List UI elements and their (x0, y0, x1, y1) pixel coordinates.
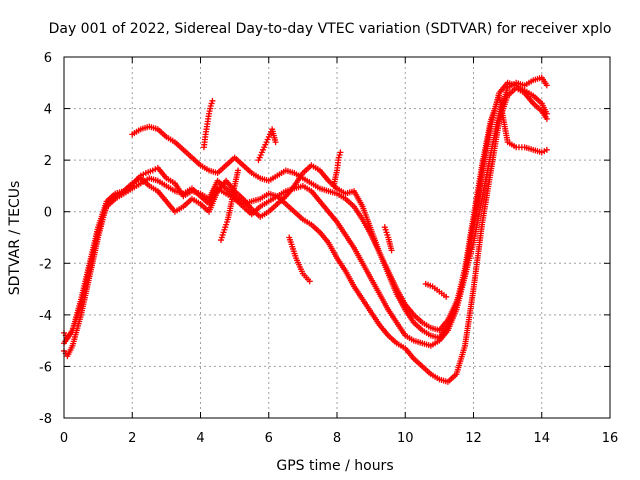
data-point (235, 167, 242, 174)
series-5 (217, 167, 242, 244)
x-tick-label: 6 (265, 431, 273, 446)
data-point (443, 293, 450, 300)
grid (64, 57, 610, 418)
series-8 (330, 149, 344, 189)
y-tick-label: -6 (39, 360, 52, 375)
data-point (209, 97, 216, 104)
x-tick-label: 12 (465, 431, 482, 446)
y-tick-label: -4 (39, 309, 52, 324)
data-point (388, 247, 395, 254)
x-tick-label: 4 (196, 431, 204, 446)
series-7 (286, 234, 313, 285)
data-point (543, 82, 550, 89)
series-0 (61, 84, 550, 385)
x-tick-label: 14 (533, 431, 550, 446)
series-4 (200, 97, 216, 151)
x-tick-label: 8 (333, 431, 341, 446)
data-point (543, 115, 550, 122)
x-tick-label: 16 (602, 431, 619, 446)
x-tick-label: 2 (128, 431, 136, 446)
y-tick-label: 4 (44, 103, 52, 118)
data-point (543, 146, 550, 153)
y-tick-label: 6 (44, 51, 52, 66)
chart-title: Day 001 of 2022, Sidereal Day-to-day VTE… (49, 21, 612, 37)
series-10 (381, 224, 395, 254)
data-points (61, 74, 550, 385)
y-tick-label: 2 (44, 154, 52, 169)
y-tick-label: -8 (39, 412, 52, 427)
x-axis-label: GPS time / hours (276, 458, 393, 474)
data-point (337, 149, 344, 156)
x-tick-label: 0 (60, 431, 68, 446)
series-6 (255, 126, 279, 164)
data-point (543, 110, 550, 117)
data-point (272, 139, 279, 146)
y-tick-label: -2 (39, 257, 52, 272)
x-tick-label: 10 (397, 431, 414, 446)
y-tick-label: 0 (44, 206, 52, 221)
series-9 (422, 280, 450, 300)
y-axis-label: SDTVAR / TECUs (7, 181, 23, 296)
axis-ticks: 0 2 4 6 8 10 12 14 16 -8 -6 -4 -2 0 2 4 6 (39, 51, 618, 446)
data-point (306, 278, 313, 285)
